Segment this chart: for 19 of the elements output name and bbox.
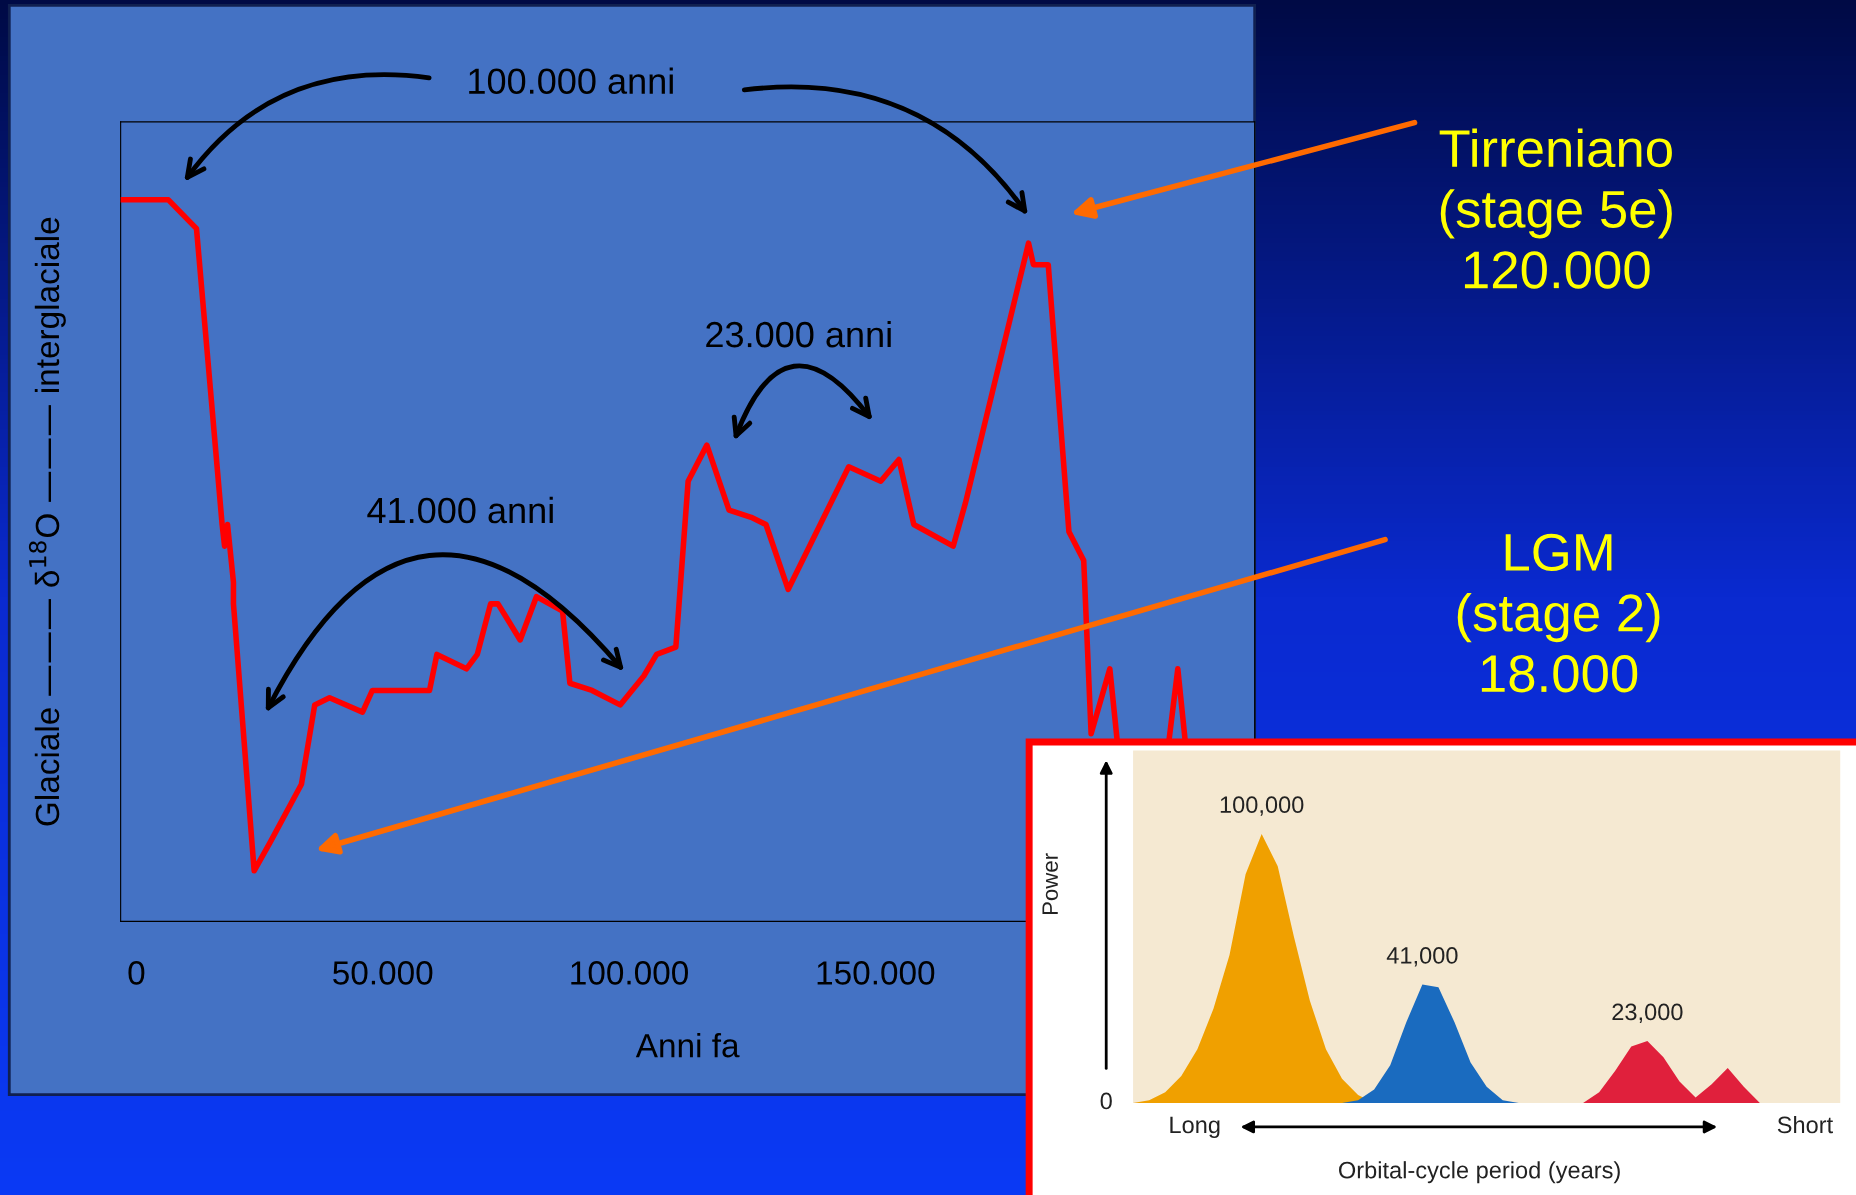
text: 0 bbox=[1100, 1092, 1112, 1110]
annotation: 23,000 bbox=[1612, 1003, 1683, 1024]
annotation: 41.000 anni bbox=[367, 496, 553, 524]
x-tick-label: 150.000 bbox=[817, 961, 935, 985]
x-axis-title: Anni fa bbox=[635, 1032, 740, 1058]
text: LGM (stage 2) 18.000 bbox=[1457, 533, 1660, 693]
x-tick-label: 0 bbox=[128, 961, 145, 985]
text: 100.000 anni bbox=[469, 67, 673, 95]
annotation: 100,000 bbox=[1220, 796, 1304, 816]
text: Long bbox=[1170, 1116, 1220, 1138]
y-axis-title: Glaciale ——— δ$^{18}$O ——— interglaciale bbox=[28, 217, 66, 826]
annotation: 23.000 anni bbox=[706, 320, 891, 348]
x-axis-title: Orbital-cycle period (years) bbox=[1339, 1161, 1620, 1184]
x-tick-label: 50.000 bbox=[333, 961, 433, 985]
x-tick-label: 100.000 bbox=[571, 961, 688, 985]
text: Tirreniano (stage 5e) 120.000 bbox=[1439, 128, 1672, 289]
annotation: 41,000 bbox=[1386, 947, 1458, 967]
text: Short bbox=[1777, 1115, 1833, 1134]
y-axis-title: Power bbox=[1042, 853, 1058, 915]
